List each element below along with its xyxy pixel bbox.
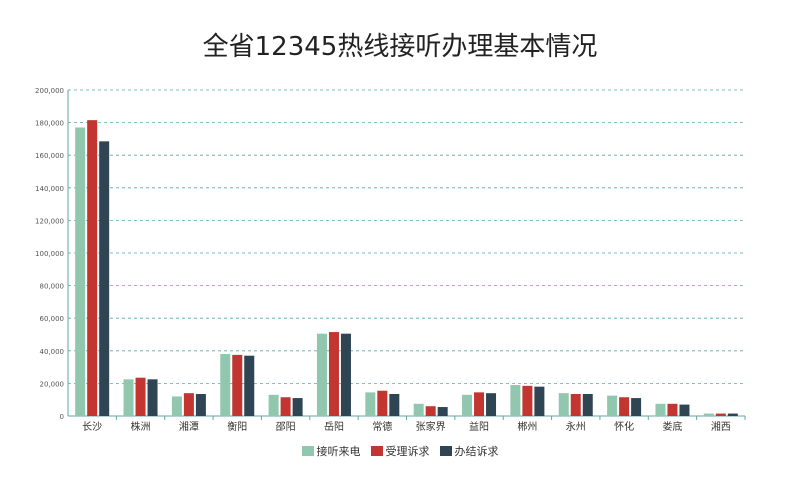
legend-item-answered-calls[interactable]: 接听来电 [301, 443, 361, 459]
legend-swatch [370, 446, 383, 456]
bar [123, 379, 134, 416]
x-tick-label: 常德 [372, 420, 392, 433]
bar [316, 333, 327, 416]
bar [183, 393, 194, 416]
bar [195, 393, 206, 416]
x-tick-label: 衡阳 [227, 421, 247, 433]
bar [486, 393, 497, 416]
legend-label: 受理诉求 [385, 445, 430, 458]
bar [437, 407, 448, 416]
x-tick-label: 长沙 [82, 421, 102, 433]
bar [99, 141, 110, 416]
y-tick-label: 20,000 [40, 380, 65, 388]
bar [280, 397, 291, 416]
bar [244, 355, 255, 416]
bar [328, 332, 339, 416]
bar [87, 120, 98, 416]
x-tick-label: 郴州 [517, 420, 537, 433]
bar [667, 403, 678, 416]
bar [75, 127, 86, 417]
bar [474, 392, 485, 416]
bar [413, 403, 424, 416]
y-tick-label: 160,000 [35, 152, 64, 160]
y-tick-label: 40,000 [40, 348, 65, 356]
y-tick-label: 120,000 [35, 217, 64, 225]
x-tick-label: 湘西 [711, 420, 731, 433]
legend: 接听来电 受理诉求 办结诉求 [0, 443, 800, 459]
legend-swatch [439, 446, 452, 456]
bar [607, 395, 618, 416]
legend-swatch [301, 446, 314, 456]
x-tick-label: 湘潭 [179, 420, 199, 433]
legend-label: 接听来电 [316, 445, 361, 458]
bar [534, 386, 545, 416]
y-tick-label: 200,000 [35, 87, 64, 95]
bar [510, 385, 521, 416]
bar [147, 379, 158, 416]
bar [727, 413, 738, 416]
bar [135, 377, 146, 416]
legend-item-completed-requests[interactable]: 办结诉求 [439, 443, 499, 459]
bar [171, 396, 182, 416]
y-tick-label: 0 [60, 413, 64, 421]
x-tick-label: 张家界 [416, 420, 446, 433]
bar [232, 354, 243, 416]
bar [558, 393, 569, 416]
x-tick-label: 邵阳 [276, 421, 296, 433]
bar [715, 413, 726, 416]
x-tick-label: 永州 [566, 420, 586, 433]
bar [631, 398, 642, 416]
x-tick-label: 株洲 [131, 420, 151, 433]
y-tick-label: 180,000 [35, 120, 64, 128]
bar [365, 392, 376, 416]
bar [292, 398, 303, 416]
x-tick-label: 娄底 [662, 420, 682, 433]
bar [425, 406, 436, 416]
x-tick-label: 益阳 [469, 420, 489, 433]
bar [570, 393, 581, 416]
bar [268, 394, 279, 416]
bar [340, 333, 351, 416]
bar [619, 397, 630, 416]
bar [655, 403, 666, 416]
y-tick-label: 140,000 [35, 185, 64, 193]
bar [679, 404, 690, 416]
bar [377, 390, 388, 416]
bar [220, 354, 231, 416]
bar [582, 393, 593, 416]
y-tick-label: 60,000 [40, 315, 65, 323]
bar [462, 394, 473, 416]
y-tick-label: 80,000 [40, 283, 65, 291]
bar [389, 393, 400, 416]
legend-label: 办结诉求 [454, 445, 499, 458]
chart-title: 全省12345热线接听办理基本情况 [202, 32, 598, 62]
legend-item-accepted-requests[interactable]: 受理诉求 [370, 443, 430, 459]
y-tick-label: 100,000 [35, 250, 64, 258]
x-tick-label: 怀化 [614, 420, 634, 433]
bar [522, 385, 533, 416]
bar [703, 413, 714, 416]
x-tick-label: 岳阳 [324, 421, 344, 433]
